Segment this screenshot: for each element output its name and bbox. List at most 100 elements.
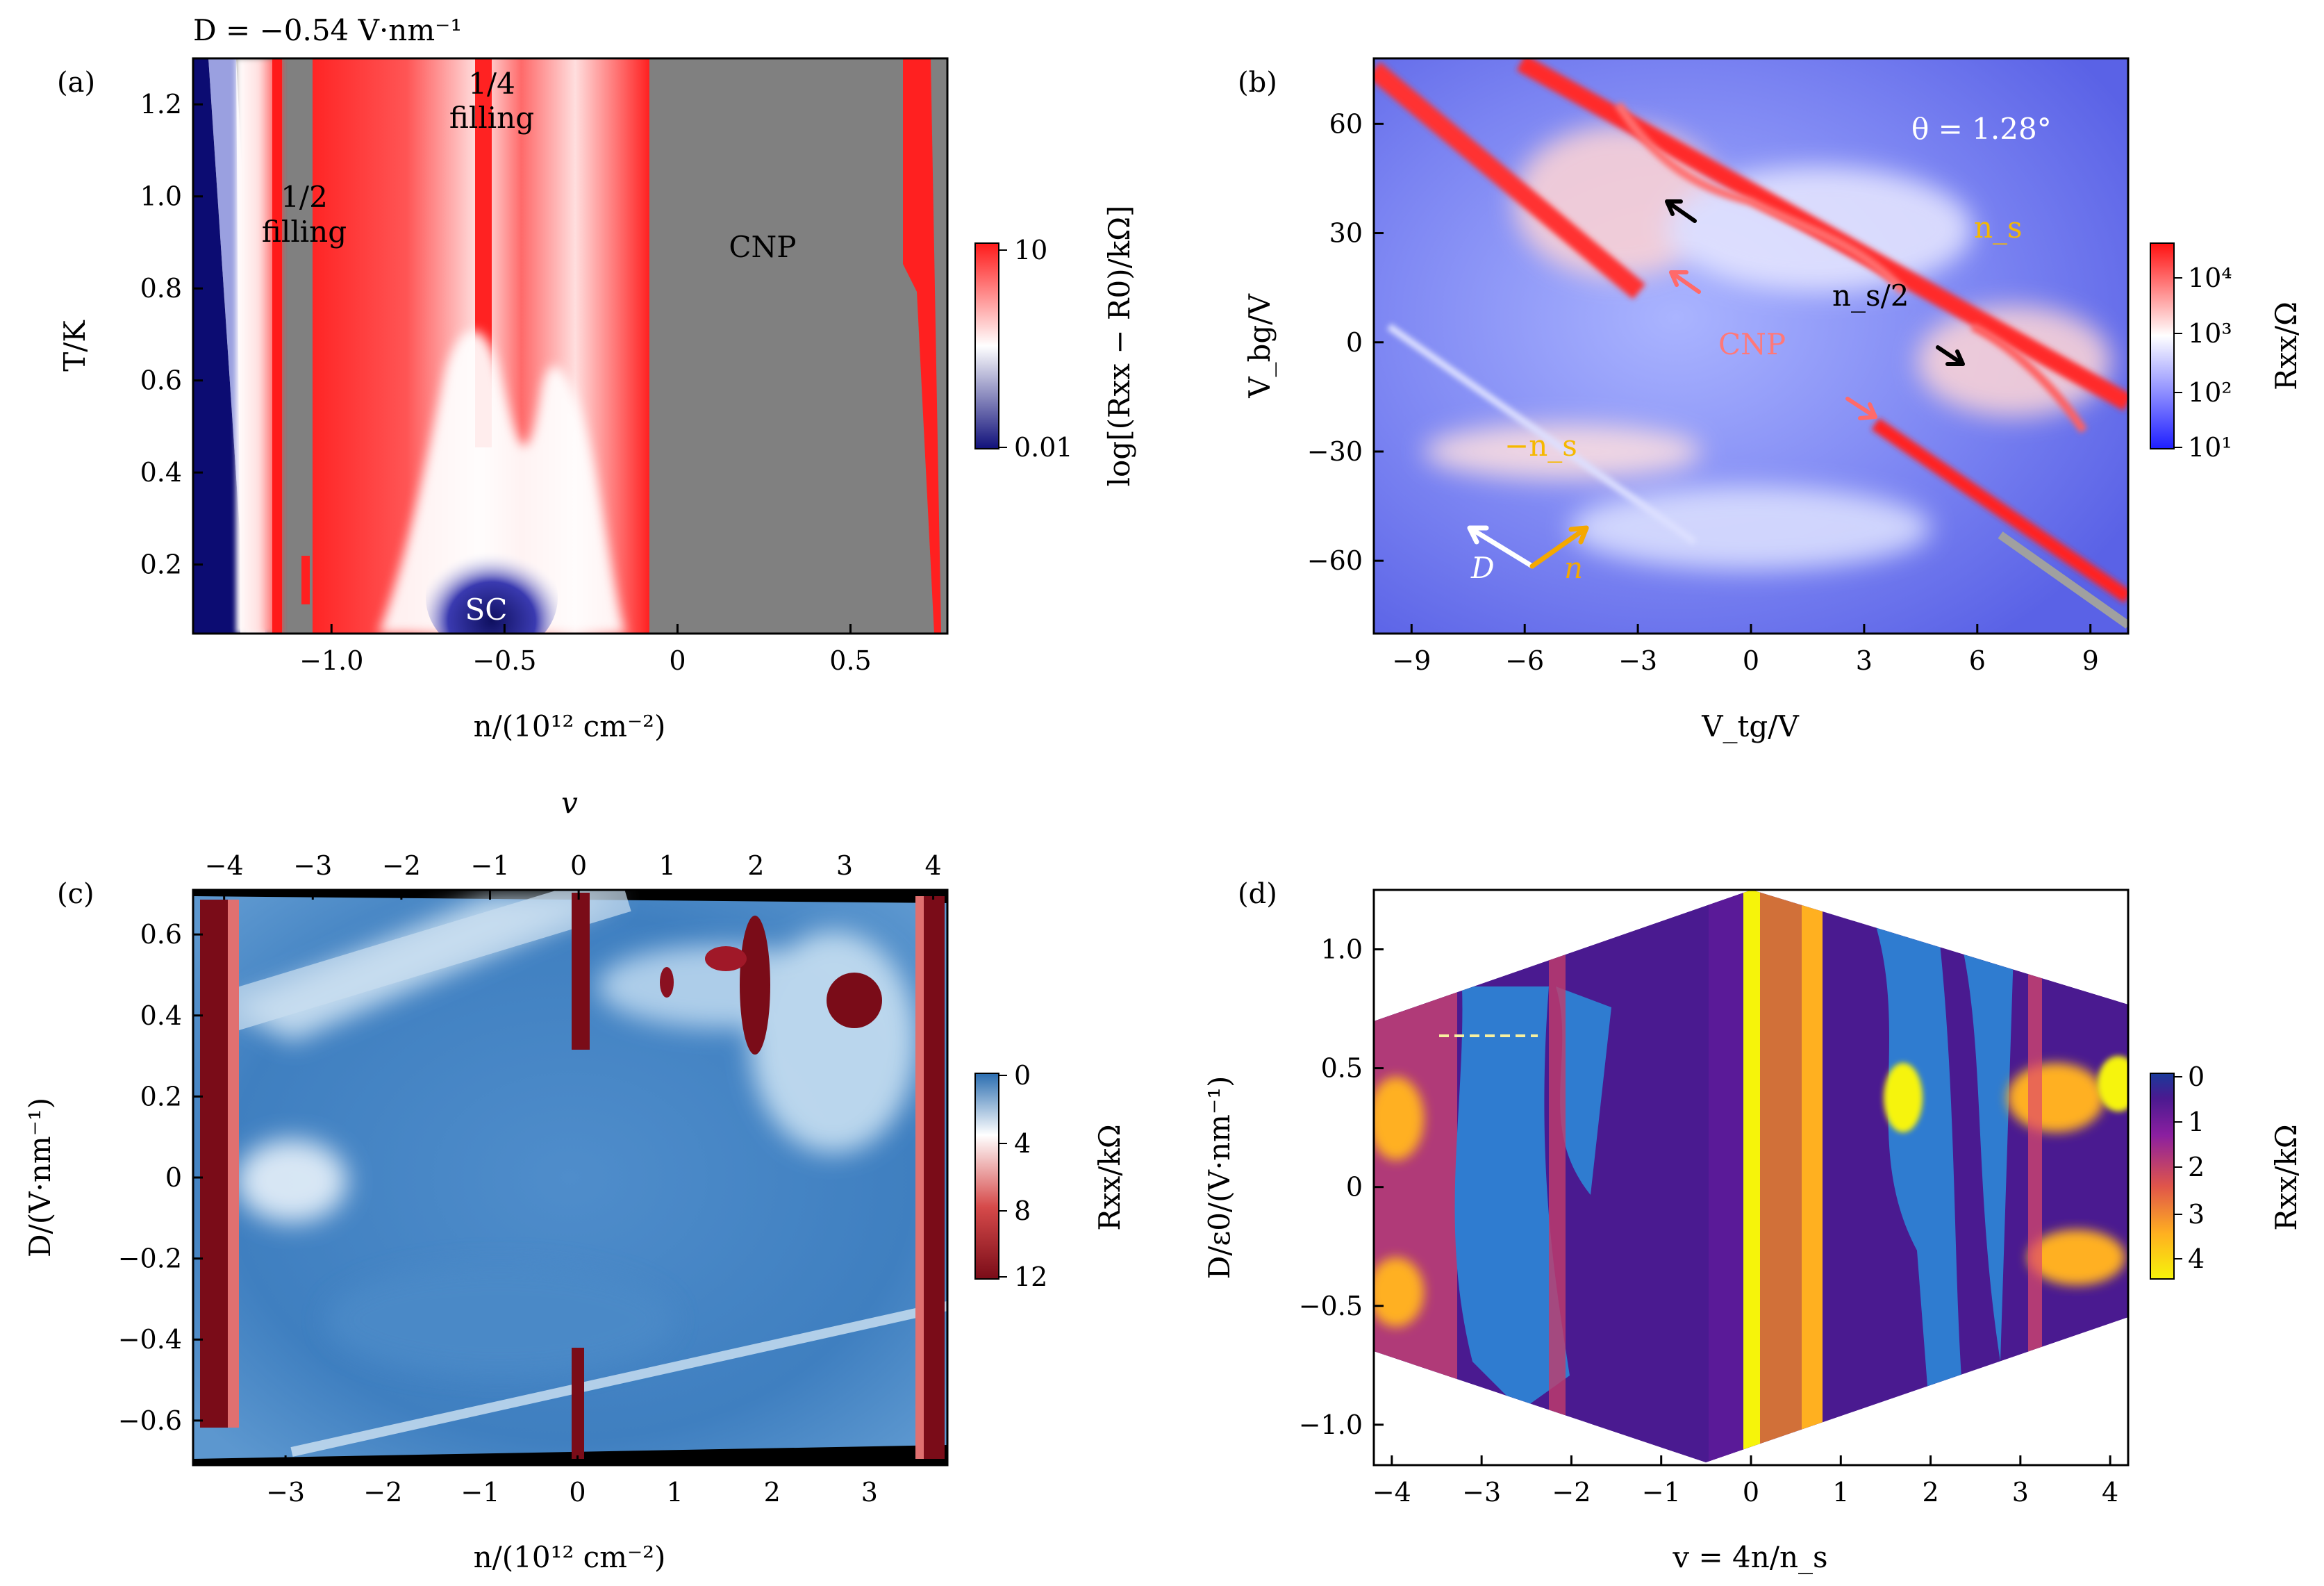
- x-tick-label: 0.5: [829, 645, 871, 676]
- y-tick-label: −30: [1307, 436, 1363, 467]
- colorbar-d-tick: 3: [2188, 1199, 2205, 1230]
- panel-a: D = −0.54 V·nm⁻¹ (a) −1.0 −0.5 0 0.5 0.2 0.4 0…: [57, 13, 1136, 743]
- top-x-tick-label: 1: [659, 850, 676, 881]
- x-tick-label: 1: [1832, 1477, 1849, 1507]
- annotation-quarter: 1/4: [468, 67, 515, 101]
- x-tick-label: 0: [569, 1477, 586, 1507]
- top-x-tick-label: 2: [747, 850, 764, 881]
- xlabel-a: n/(10¹² cm⁻²): [474, 709, 666, 743]
- top-x-tick-label: 3: [836, 850, 853, 881]
- y-tick-label: 30: [1329, 218, 1363, 249]
- colorbar-a: [974, 242, 999, 449]
- colorbar-c-tick: 12: [1014, 1262, 1047, 1292]
- x-tick-label: 3: [2012, 1477, 2029, 1507]
- colorbar-b-tick: 10³: [2188, 318, 2232, 349]
- colorbar-d-tick: 4: [2188, 1244, 2205, 1274]
- y-tick-label: −0.5: [1299, 1291, 1363, 1321]
- x-tick-label: 0: [1743, 1477, 1759, 1507]
- top-ticks-c: −4 −3 −2 −1 0 1 2 3 4: [205, 850, 942, 900]
- panel-a-label: (a): [57, 67, 95, 99]
- ticks-d: −4 −3 −2 −1 0 1 2 3 4 −1.0 −0.5 0 0.5 1.0: [1299, 934, 2119, 1507]
- x-tick-label: −2: [363, 1477, 402, 1507]
- x-tick-label: 0: [669, 645, 686, 676]
- y-tick-label: 0.6: [140, 919, 182, 950]
- x-tick-label: 2: [764, 1477, 781, 1507]
- colorbar-c-label: Rxx/kΩ: [1093, 1124, 1127, 1230]
- y-tick-label: 0.2: [140, 550, 182, 580]
- annotation-cnp: CNP: [729, 230, 796, 264]
- xlabel-b: V_tg/V: [1701, 709, 1799, 743]
- ticks-c: −3 −2 −1 0 1 2 3 −0.6 −0.4 −0.2 0 0.2 0.4 0.6: [118, 919, 878, 1507]
- colorbar-c-tick: 0: [1014, 1060, 1031, 1091]
- axes-frame-a: [192, 57, 949, 635]
- annotation-neg-ns: −n_s: [1504, 429, 1577, 463]
- x-tick-label: −0.5: [472, 645, 536, 676]
- top-x-tick-label: −2: [382, 850, 421, 881]
- annotation-theta: θ = 1.28°: [1911, 112, 2052, 146]
- x-tick-label: −1.0: [299, 645, 363, 676]
- xlabel-d: v = 4n/n_s: [1672, 1540, 1827, 1574]
- annotation-sc: SC: [465, 593, 508, 627]
- y-tick-label: 0.4: [140, 1000, 182, 1031]
- panel-c: (c) −3 −2 −1 0 1 2 3−0.: [23, 786, 1127, 1574]
- arrow-icon: [1669, 270, 1701, 294]
- panel-c-label: (c): [57, 878, 94, 910]
- y-tick-label: 1.0: [1321, 934, 1363, 965]
- colorbar-d-label: Rxx/kΩ: [2269, 1124, 2303, 1230]
- x-tick-label: 1: [667, 1477, 683, 1507]
- arrow-icon: [1665, 199, 1697, 223]
- x-tick-label: −1: [1642, 1477, 1681, 1507]
- x-tick-label: 4: [2102, 1477, 2118, 1507]
- colorbar-c: [974, 1073, 999, 1280]
- colorbar-d-tick: 0: [2188, 1062, 2205, 1092]
- top-xlabel-c: v: [561, 786, 578, 820]
- annotation-half-filling: filling: [262, 215, 347, 249]
- y-tick-label: 1.0: [140, 181, 182, 212]
- panel-d-label: (d): [1238, 878, 1277, 910]
- ticks-a: −1.0 −0.5 0 0.5 0.2 0.4 0.6 0.8 1.0 1.2: [140, 89, 872, 676]
- colorbar-b-label: Rxx/Ω: [2269, 301, 2303, 390]
- colorbar-c-tick: 4: [1014, 1128, 1031, 1159]
- annotation-quarter-filling: filling: [449, 101, 534, 135]
- y-tick-label: −0.6: [118, 1405, 182, 1436]
- y-tick-label: −1.0: [1299, 1410, 1363, 1440]
- y-tick-label: −60: [1307, 545, 1363, 576]
- colorbar-c-tick: 8: [1014, 1196, 1031, 1226]
- y-tick-label: 0.5: [1321, 1053, 1363, 1084]
- displacement-arrow-icon: [1467, 525, 1535, 569]
- x-tick-label: 6: [1969, 645, 1986, 676]
- y-tick-label: −0.2: [118, 1244, 182, 1274]
- top-x-tick-label: −3: [293, 850, 332, 881]
- heatmap-b: [1374, 58, 2128, 634]
- top-x-tick-label: −4: [205, 850, 244, 881]
- x-tick-label: −3: [266, 1477, 305, 1507]
- x-tick-label: −1: [460, 1477, 499, 1507]
- panel-b-label: (b): [1238, 67, 1277, 99]
- x-tick-label: 3: [861, 1477, 878, 1507]
- x-tick-label: 2: [1922, 1477, 1939, 1507]
- top-x-tick-label: 0: [570, 850, 587, 881]
- colorbar-b-tick: 10²: [2188, 377, 2232, 408]
- x-tick-label: 0: [1743, 645, 1759, 676]
- arrow-icon: [1936, 345, 1965, 366]
- arrow-markers-b: [1467, 199, 1965, 569]
- heatmap-a: [193, 58, 947, 634]
- y-tick-label: 0: [1346, 327, 1363, 358]
- x-tick-label: 9: [2082, 645, 2099, 676]
- y-tick-label: 0.6: [140, 365, 182, 396]
- annotation-n-arrow: n: [1564, 551, 1583, 585]
- ylabel-a: T/K: [58, 320, 92, 372]
- x-tick-label: −6: [1505, 645, 1544, 676]
- xlabel-c: n/(10¹² cm⁻²): [474, 1540, 666, 1574]
- x-tick-label: −9: [1392, 645, 1431, 676]
- colorbar-a-label: log[(Rxx − R0)/kΩ]: [1102, 206, 1136, 487]
- y-tick-label: 0: [1346, 1172, 1363, 1203]
- ylabel-b: V_bg/V: [1243, 294, 1277, 399]
- ylabel-c: D/(V·nm⁻¹): [23, 1098, 57, 1257]
- x-tick-label: −4: [1372, 1477, 1411, 1507]
- panel-d: (d): [1202, 878, 2303, 1574]
- colorbar-d-tick: 1: [2188, 1107, 2205, 1137]
